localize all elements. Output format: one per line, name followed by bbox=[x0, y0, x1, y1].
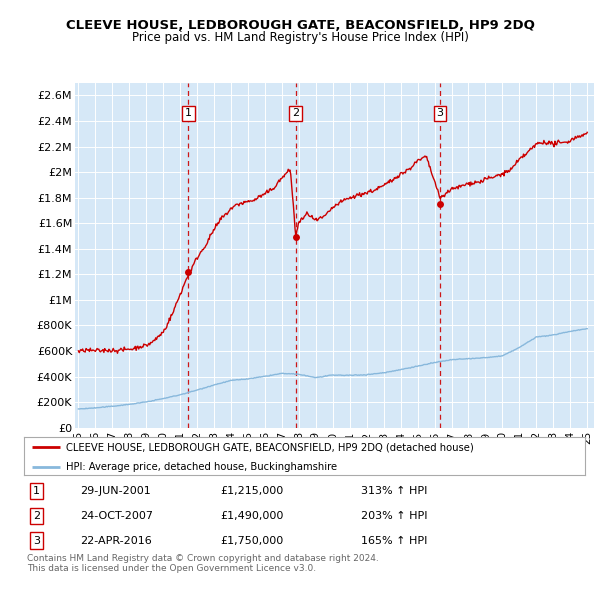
Text: 165% ↑ HPI: 165% ↑ HPI bbox=[361, 536, 427, 546]
Text: £1,215,000: £1,215,000 bbox=[220, 486, 284, 496]
Text: 1: 1 bbox=[33, 486, 40, 496]
Text: 3: 3 bbox=[436, 109, 443, 118]
Text: 203% ↑ HPI: 203% ↑ HPI bbox=[361, 511, 427, 520]
Text: CLEEVE HOUSE, LEDBOROUGH GATE, BEACONSFIELD, HP9 2DQ (detached house): CLEEVE HOUSE, LEDBOROUGH GATE, BEACONSFI… bbox=[66, 442, 474, 453]
Text: 2: 2 bbox=[33, 511, 40, 520]
Text: This data is licensed under the Open Government Licence v3.0.: This data is licensed under the Open Gov… bbox=[27, 564, 316, 573]
Text: £1,490,000: £1,490,000 bbox=[220, 511, 284, 520]
Text: 22-APR-2016: 22-APR-2016 bbox=[80, 536, 152, 546]
Text: HPI: Average price, detached house, Buckinghamshire: HPI: Average price, detached house, Buck… bbox=[66, 461, 337, 471]
Text: £1,750,000: £1,750,000 bbox=[220, 536, 284, 546]
Text: 2: 2 bbox=[292, 109, 299, 118]
Text: Contains HM Land Registry data © Crown copyright and database right 2024.: Contains HM Land Registry data © Crown c… bbox=[27, 554, 379, 563]
Text: Price paid vs. HM Land Registry's House Price Index (HPI): Price paid vs. HM Land Registry's House … bbox=[131, 31, 469, 44]
Text: 3: 3 bbox=[33, 536, 40, 546]
Text: 29-JUN-2001: 29-JUN-2001 bbox=[80, 486, 151, 496]
Text: CLEEVE HOUSE, LEDBOROUGH GATE, BEACONSFIELD, HP9 2DQ: CLEEVE HOUSE, LEDBOROUGH GATE, BEACONSFI… bbox=[65, 19, 535, 32]
Text: 24-OCT-2007: 24-OCT-2007 bbox=[80, 511, 153, 520]
Text: 1: 1 bbox=[185, 109, 192, 118]
Text: 313% ↑ HPI: 313% ↑ HPI bbox=[361, 486, 427, 496]
